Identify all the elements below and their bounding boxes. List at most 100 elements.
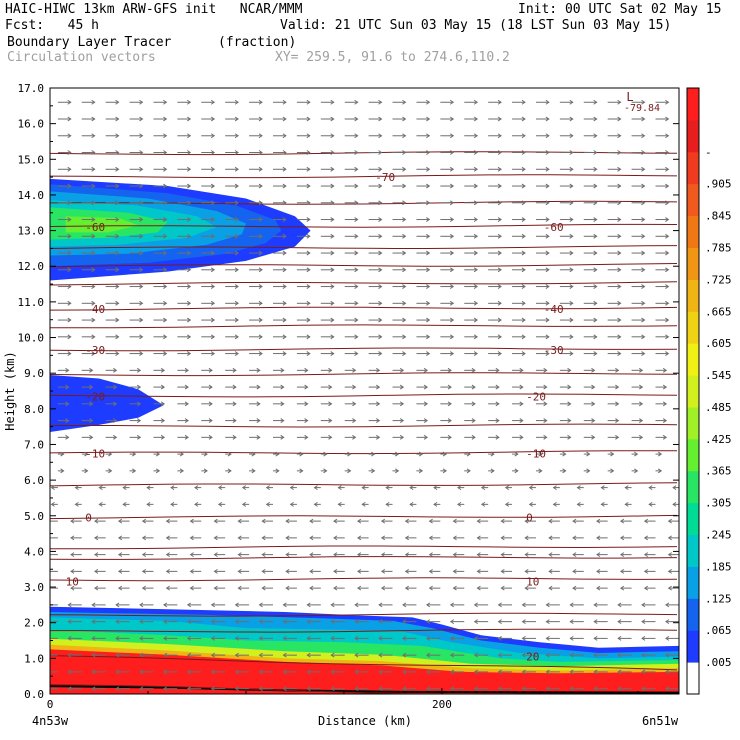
vector-arrowhead: [139, 351, 144, 356]
vector-arrowhead: [428, 518, 433, 524]
vector-arrowhead: [428, 568, 433, 574]
vector-arrowhead: [70, 535, 75, 541]
vector-arrowhead: [67, 652, 72, 658]
vector-arrowhead: [545, 233, 550, 239]
vector-arrowhead: [449, 267, 455, 273]
vector-arrowhead: [354, 686, 359, 692]
vector-arrowhead: [117, 552, 123, 558]
vector-arrowhead: [385, 501, 390, 507]
x-axis-label: Distance (km): [318, 714, 412, 728]
vector-arrowhead: [639, 401, 644, 407]
vector-arrowhead: [476, 585, 481, 591]
vector-arrowhead: [306, 217, 311, 222]
vector-arrowhead: [378, 619, 383, 625]
vector-arrowhead: [426, 116, 431, 122]
vector-arrowhead: [548, 552, 553, 558]
vector-arrowhead: [682, 452, 685, 456]
vector-arrowhead: [44, 653, 47, 657]
valid-time: Valid: 21 UTC Sun 03 May 15 (18 LST Sun …: [280, 18, 672, 33]
colorbar-label: .485: [705, 401, 732, 414]
vector-arrowhead: [210, 652, 216, 658]
vector-arrowhead: [593, 669, 598, 675]
vector-arrowhead: [402, 300, 407, 306]
isotherm-line: [50, 514, 678, 520]
vector-arrowhead: [328, 434, 333, 440]
vector-arrowhead: [258, 200, 263, 206]
vector-arrowhead: [593, 250, 598, 256]
vector-arrowhead: [545, 351, 550, 356]
vector-arrowhead: [194, 501, 199, 507]
vector-arrowhead: [210, 116, 216, 122]
vector-arrowhead: [67, 217, 72, 222]
vector-arrowhead: [402, 652, 407, 658]
vector-arrowhead: [163, 166, 168, 172]
vector-arrowhead: [497, 652, 502, 658]
vector-arrowhead: [304, 401, 309, 407]
upper-plume-core: [65, 216, 139, 233]
vector-arrowhead: [521, 686, 526, 692]
vector-arrowhead: [617, 217, 622, 222]
vector-arrowhead: [672, 501, 677, 507]
vector-arrowhead: [186, 233, 192, 239]
vector-arrowhead: [639, 367, 644, 373]
vector-arrowhead: [452, 518, 457, 524]
vector-arrowhead: [282, 602, 287, 608]
vector-arrowhead: [163, 686, 168, 692]
vector-arrowhead: [376, 384, 381, 390]
isotherm-line: [50, 684, 439, 694]
vector-arrowhead: [521, 200, 526, 206]
vector-arrowhead: [545, 284, 550, 289]
vector-arrowhead: [184, 401, 189, 407]
vector-arrowhead: [136, 434, 142, 440]
vector-arrowhead: [323, 468, 328, 474]
colorbar-label: .005: [705, 656, 732, 669]
vector-arrowhead: [665, 183, 670, 189]
vector-arrowhead: [657, 451, 663, 457]
vector-arrowhead: [237, 568, 242, 574]
vector-arrowhead: [165, 552, 170, 558]
vector-arrowhead: [473, 284, 479, 289]
vector-arrowhead: [89, 401, 94, 407]
vector-arrowhead: [347, 451, 352, 457]
vector-arrowhead: [132, 468, 137, 474]
vector-arrowhead: [330, 669, 335, 675]
isotherm-label: -20: [85, 390, 105, 403]
vector-arrowhead: [108, 451, 113, 457]
vector-arrowhead: [643, 535, 649, 541]
y-tick-label: 16.0: [18, 118, 45, 131]
vector-arrowhead: [285, 585, 290, 591]
vector-arrowhead: [617, 602, 622, 608]
vector-arrowhead: [426, 133, 431, 139]
isotherm-line: [50, 263, 678, 268]
vector-arrowhead: [65, 434, 70, 440]
vector-arrowhead: [232, 401, 237, 407]
vector-arrowhead: [115, 116, 120, 122]
vector-arrowhead: [282, 635, 287, 641]
init-time: Init: 00 UTC Sat 02 May 15: [518, 2, 722, 17]
vector-arrowhead: [376, 434, 381, 440]
vector-arrowhead: [639, 384, 644, 390]
vector-arrowhead: [665, 635, 670, 641]
vector-arrowhead: [466, 451, 471, 457]
vector-arrowhead: [667, 568, 672, 574]
vector-arrowhead: [261, 585, 266, 591]
y-tick-label: 10.0: [18, 332, 45, 345]
isotherm-line: [50, 347, 678, 352]
vector-arrowhead: [624, 485, 629, 491]
vector-arrowhead: [667, 552, 672, 558]
vector-arrowhead: [70, 568, 75, 574]
vector-arrowhead: [186, 284, 192, 289]
vector-arrowhead: [473, 150, 479, 155]
colorbar-label: .425: [705, 433, 732, 446]
vector-arrowhead: [163, 217, 168, 222]
vector-arrowhead: [402, 317, 407, 323]
vector-arrowhead: [641, 133, 646, 139]
vector-arrowhead: [569, 635, 574, 641]
vector-arrowhead: [189, 585, 194, 591]
vector-arrowhead: [115, 317, 120, 323]
vector-arrowhead: [282, 267, 287, 273]
vector-arrowhead: [306, 635, 311, 641]
vector-arrowhead: [497, 99, 502, 105]
vector-arrowhead: [67, 351, 72, 356]
vector-arrowhead: [572, 568, 577, 574]
